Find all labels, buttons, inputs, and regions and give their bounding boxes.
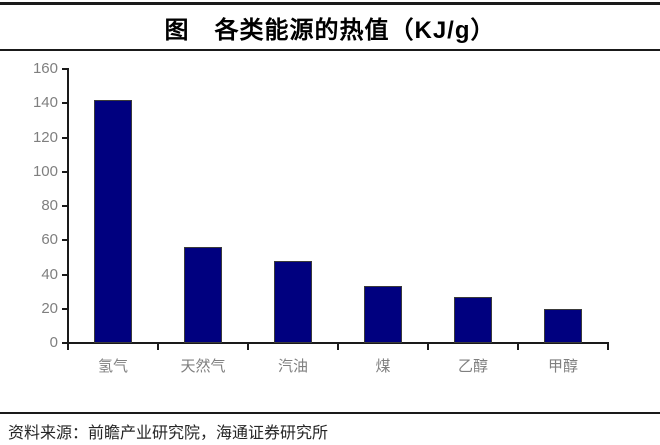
- x-axis-tick: [337, 344, 339, 350]
- x-axis-category-label: 煤: [375, 359, 391, 375]
- source-note: 资料来源：前瞻产业研究院，海通证券研究所: [8, 425, 329, 442]
- y-axis-line: [67, 68, 69, 345]
- x-axis-tick: [607, 344, 609, 350]
- y-axis-tick: [62, 68, 68, 70]
- x-axis-tick: [157, 344, 159, 350]
- x-axis-tick: [67, 344, 69, 350]
- x-axis-tick: [517, 344, 519, 350]
- source-divider-rule: [0, 412, 660, 414]
- bar-氢气: [94, 99, 132, 343]
- bar-chart-plot-area: 0 20 40 60 80 100 120 140 160 氢气 天然气 汽油 煤 乙醇 甲醇: [32, 60, 609, 375]
- y-axis-tick-label: 160: [32, 60, 58, 77]
- y-axis-tick-label: 40: [41, 265, 58, 283]
- bar-乙醇: [454, 296, 492, 343]
- x-axis-category-label: 乙醇: [457, 359, 488, 375]
- y-axis-tick: [62, 136, 68, 139]
- y-axis-tick-label: 20: [41, 299, 58, 317]
- y-axis-tick-label: 100: [32, 162, 58, 180]
- chart-title: 图 各类能源的热值（KJ/g）: [164, 17, 496, 44]
- x-axis-category-label: 甲醇: [547, 359, 578, 375]
- y-axis-tick-label: 60: [41, 231, 58, 249]
- top-rule: [0, 2, 660, 5]
- bar-天然气: [184, 247, 222, 343]
- y-axis-tick: [62, 170, 68, 173]
- y-axis-tick-label: 120: [32, 128, 58, 146]
- bar-汽油: [274, 260, 312, 343]
- x-axis-tick: [247, 344, 249, 350]
- y-axis-tick: [62, 102, 68, 105]
- bar-煤: [364, 286, 402, 343]
- y-axis-tick-label: 80: [41, 197, 58, 214]
- x-axis-line: [62, 342, 609, 344]
- x-axis-tick: [427, 344, 429, 350]
- y-axis-tick: [62, 205, 68, 207]
- y-axis-tick-label: 0: [49, 334, 58, 351]
- y-axis-tick: [62, 239, 68, 242]
- bar-甲醇: [544, 308, 582, 343]
- y-axis-tick: [62, 273, 68, 276]
- y-axis-tick-label: 140: [32, 94, 58, 112]
- x-axis-category-label: 汽油: [277, 359, 308, 375]
- y-axis-tick: [62, 307, 68, 310]
- x-axis-category-label: 天然气: [180, 359, 226, 375]
- title-divider-rule: [0, 49, 660, 51]
- x-axis-category-label: 氢气: [97, 359, 128, 375]
